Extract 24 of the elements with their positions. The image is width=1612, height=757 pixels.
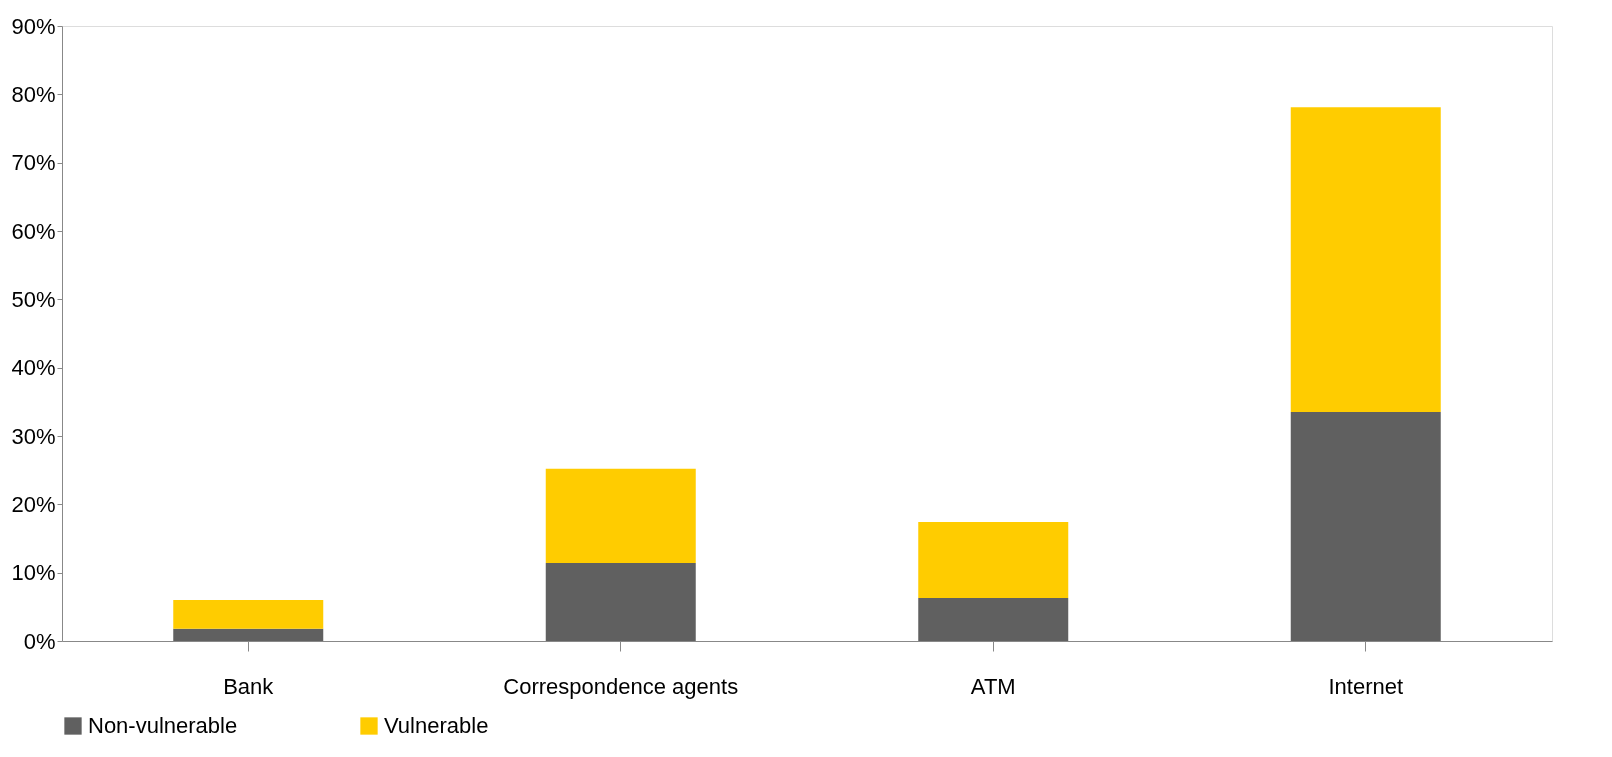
legend-label: Non-vulnerable [88, 713, 238, 738]
bar [1290, 412, 1441, 641]
legend-label: Vulnerable [384, 713, 489, 738]
x-tick-label: Internet [1328, 673, 1404, 699]
y-tick-label: 70% [11, 150, 56, 176]
x-tick-label: Correspondence agents [503, 673, 739, 699]
bar [545, 563, 696, 641]
y-tick-label: 90% [11, 13, 56, 39]
y-tick-label: 0% [23, 628, 56, 654]
bar [918, 522, 1069, 598]
y-tick-label: 10% [11, 560, 56, 586]
y-tick-label: 50% [11, 286, 56, 312]
bar [173, 600, 324, 629]
x-tick-label: Bank [223, 673, 275, 699]
bar [1290, 107, 1441, 413]
x-tick-label: ATM [970, 673, 1016, 699]
y-tick-label: 30% [11, 423, 56, 449]
bar [173, 628, 324, 641]
bar [918, 597, 1069, 641]
y-tick-label: 20% [11, 491, 56, 517]
y-tick-label: 40% [11, 355, 56, 381]
y-tick-label: 60% [11, 218, 56, 244]
bar [545, 468, 696, 564]
y-tick-label: 80% [11, 81, 56, 107]
